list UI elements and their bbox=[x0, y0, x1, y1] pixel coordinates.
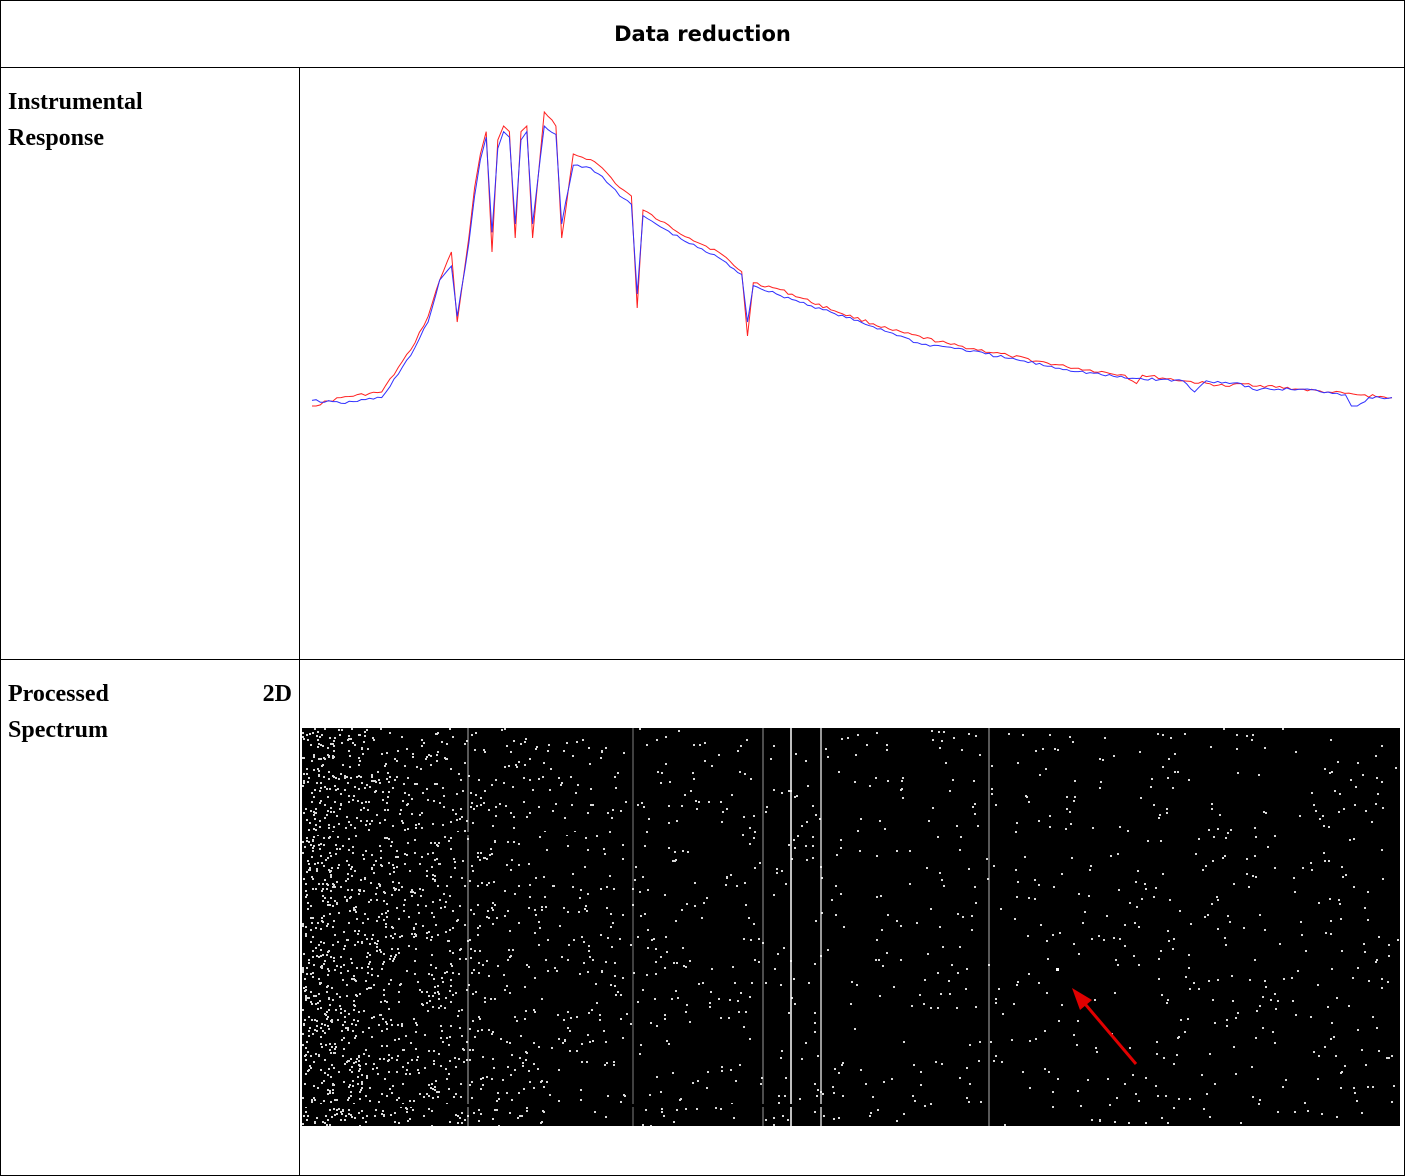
annotation-arrow-head bbox=[1072, 988, 1092, 1010]
label-line-2: Spectrum bbox=[8, 717, 108, 743]
column-divider bbox=[299, 67, 300, 1176]
response-series-line-1 bbox=[312, 110, 1393, 407]
label-line-1: Instrumental bbox=[8, 89, 143, 115]
spectrum-dark-row-2 bbox=[302, 1104, 922, 1107]
label-word-processed: Processed bbox=[8, 681, 109, 707]
spectrum-vertical-line-2 bbox=[632, 728, 634, 1126]
instrumental-response-chart bbox=[311, 110, 1393, 407]
row-label-processed-2d-spectrum: Processed 2D Spectrum bbox=[8, 676, 292, 748]
spectrum-vertical-line-1 bbox=[467, 728, 469, 1126]
row-divider-top bbox=[0, 67, 1405, 68]
spectrum-vertical-line-3 bbox=[762, 728, 764, 1126]
spectrum-vertical-line-6 bbox=[988, 728, 990, 1126]
label-line-1: Processed 2D bbox=[8, 676, 292, 712]
label-line-2: Response bbox=[8, 125, 105, 151]
processed-2d-spectrum-image bbox=[302, 728, 1400, 1126]
row-divider-middle bbox=[0, 659, 1405, 660]
label-word-2d: 2D bbox=[262, 681, 292, 707]
spectrum-source-spot bbox=[1056, 968, 1059, 971]
table-title: Data reduction bbox=[614, 22, 791, 46]
spectrum-dark-row-1 bbox=[302, 832, 602, 835]
spectrum-background bbox=[302, 728, 1400, 1126]
spectrum-vertical-line-5 bbox=[820, 728, 822, 1126]
row-label-instrumental-response: Instrumental Response bbox=[8, 84, 292, 156]
spectrum-vertical-line-4 bbox=[790, 728, 792, 1126]
annotation-arrow-shaft bbox=[1078, 997, 1138, 1065]
response-series-line-2 bbox=[311, 124, 1393, 407]
